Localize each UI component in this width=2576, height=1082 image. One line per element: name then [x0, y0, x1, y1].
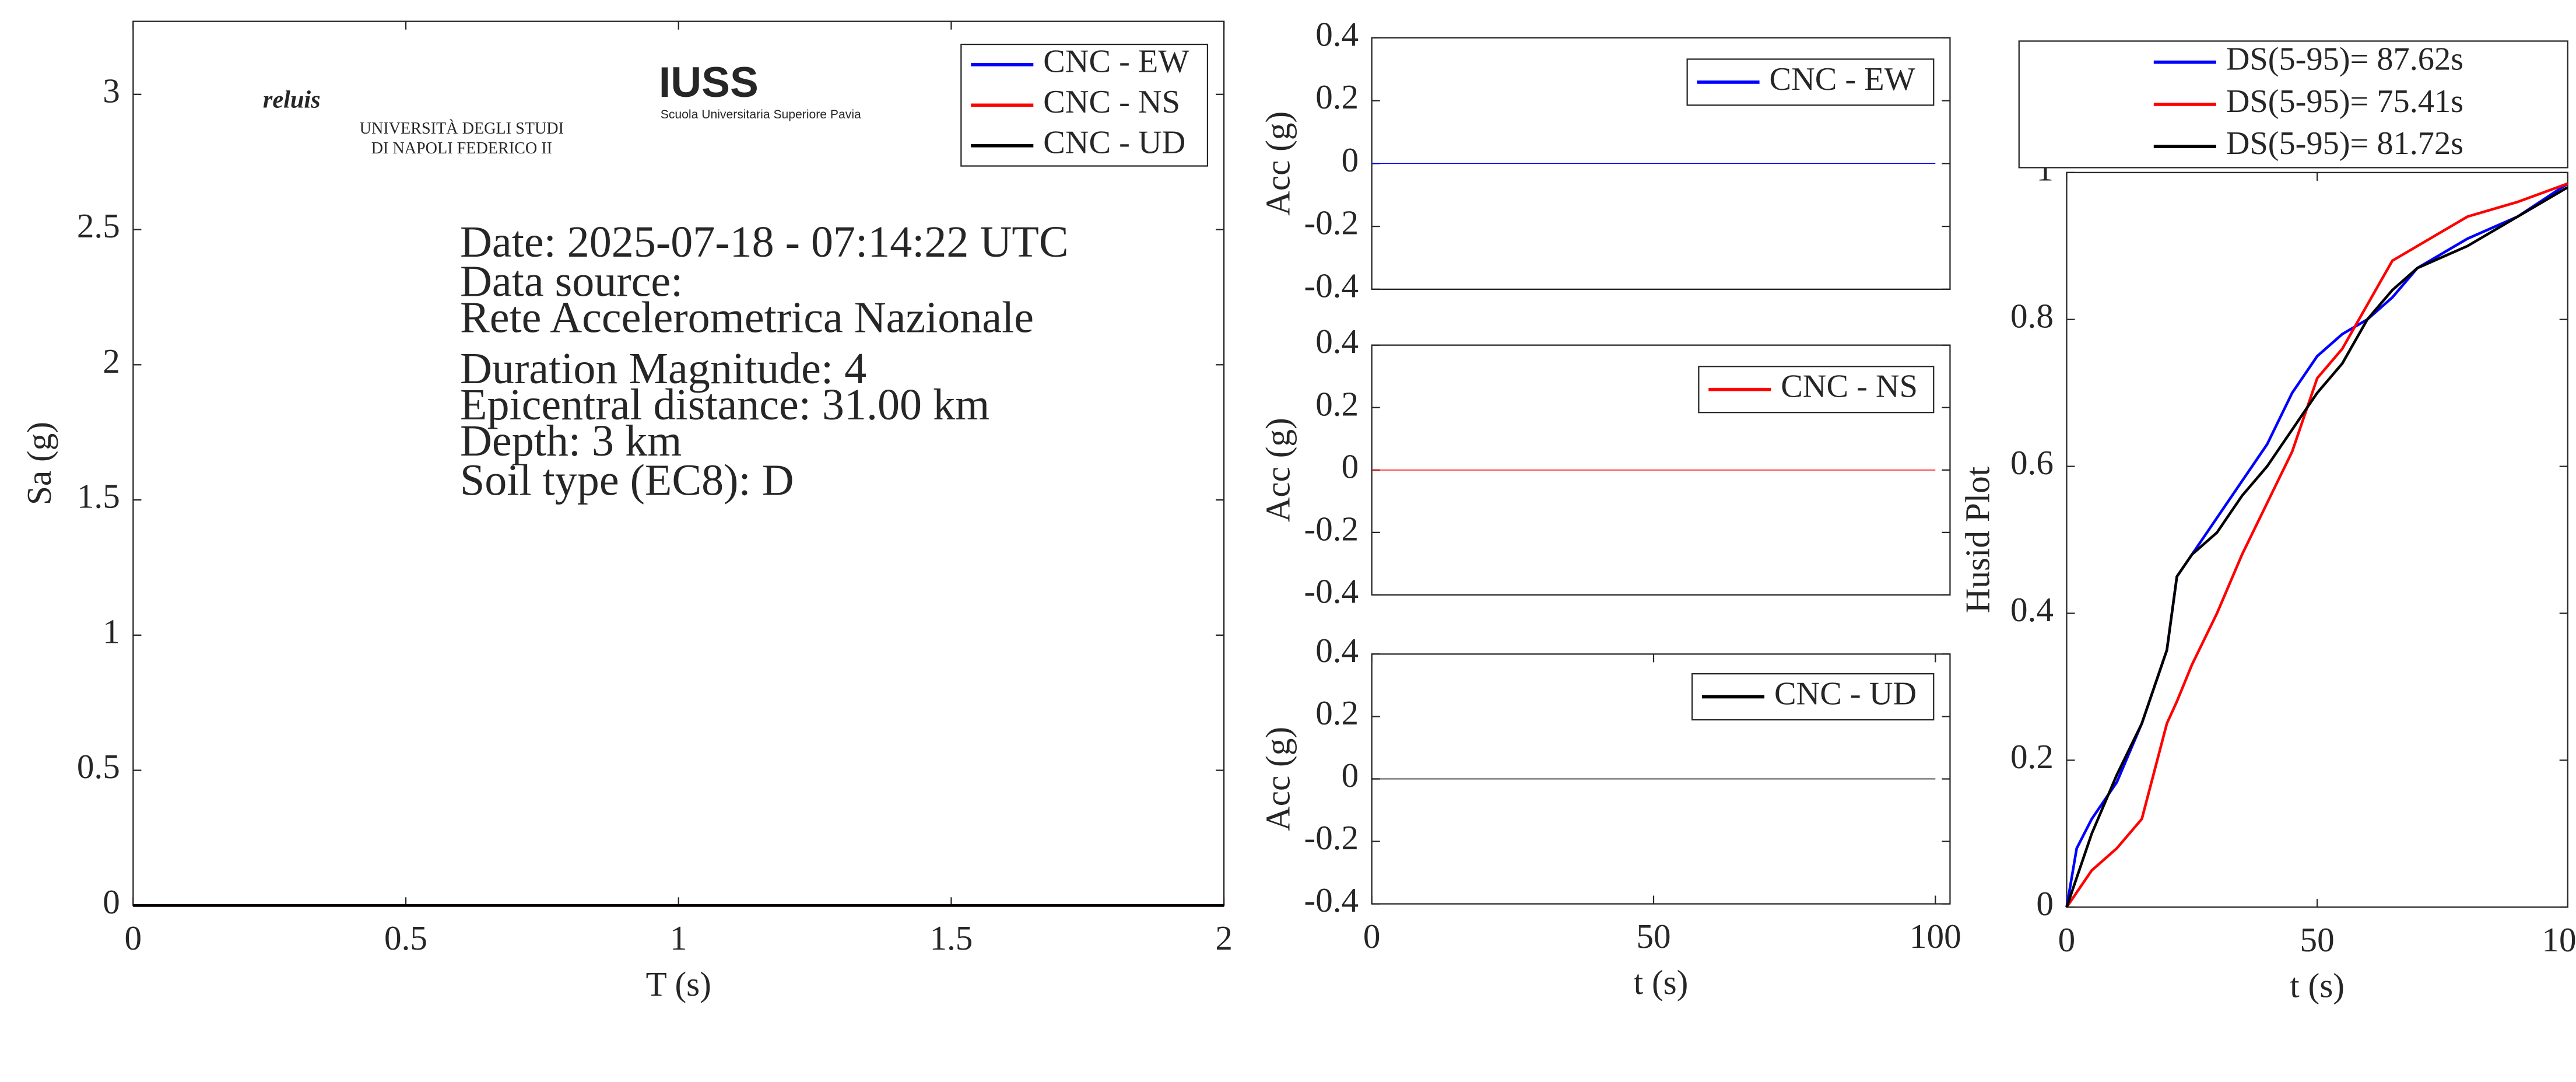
- y-tick-label: 0.4: [1315, 15, 1359, 53]
- y-tick-label: 0: [2036, 884, 2054, 923]
- y-tick-label: 0: [103, 883, 120, 921]
- y-tick-label: 3: [103, 71, 120, 110]
- y-tick-label: -0.2: [1304, 818, 1359, 857]
- x-tick-label: 0.5: [384, 919, 427, 957]
- plot-area: [132, 20, 1225, 906]
- y-tick-label: 0.2: [1315, 384, 1359, 423]
- legend-box: [2018, 40, 2568, 169]
- y-axis-label: Acc (g): [1258, 418, 1297, 522]
- series-line: [2065, 186, 2568, 908]
- y-tick-label: 1.5: [77, 477, 120, 516]
- y-axis-label: Sa (g): [20, 422, 58, 505]
- legend-label: DS(5-95)= 75.41s: [2226, 83, 2463, 120]
- legend-label: CNC - NS: [1043, 84, 1180, 120]
- y-tick-label: 2: [103, 342, 120, 380]
- y-axis-label: Acc (g): [1258, 727, 1297, 831]
- x-axis-label: T (s): [646, 965, 711, 1003]
- x-tick-label: 0: [125, 919, 142, 957]
- legend-label: DS(5-95)= 81.72s: [2226, 125, 2463, 162]
- legend-label: CNC - EW: [1043, 44, 1189, 80]
- x-tick-label: 1: [670, 919, 687, 957]
- y-axis-label: Husid Plot: [1959, 466, 1997, 613]
- x-tick-label: 2: [1215, 919, 1233, 957]
- series-line: [2065, 182, 2568, 908]
- x-tick-label: 100: [2542, 920, 2576, 959]
- y-tick-label: -0.4: [1304, 266, 1359, 304]
- logo-text: IUSS: [659, 58, 759, 106]
- x-tick-label: 0: [2058, 920, 2076, 959]
- y-tick-label: 0.2: [1315, 694, 1359, 732]
- annotation: Depth: 3 km: [460, 416, 682, 465]
- annotation: Rete Accelerometrica Nazionale: [460, 293, 1034, 342]
- y-axis-label: Acc (g): [1258, 111, 1297, 216]
- annotation: Duration Magnitude: 4: [460, 344, 866, 393]
- y-tick-label: 0.4: [2010, 590, 2054, 629]
- annotation: Soil type (EC8): D: [460, 456, 794, 505]
- y-tick-label: 0.8: [2010, 296, 2054, 335]
- y-tick-label: 0.5: [77, 747, 120, 786]
- y-tick-label: -0.4: [1304, 881, 1359, 919]
- logo-text: DI NAPOLI FEDERICO II: [371, 139, 552, 157]
- legend-label: CNC - NS: [1781, 369, 1918, 405]
- plot-area: [2066, 171, 2568, 908]
- legend-label: CNC - EW: [1770, 61, 1916, 97]
- annotation: Data source:: [460, 257, 683, 306]
- annotation: Epicentral distance: 31.00 km: [460, 380, 989, 429]
- x-axis-label: t (s): [1634, 963, 1689, 1002]
- y-tick-label: 2.5: [77, 206, 120, 245]
- logo-text: UNIVERSITÀ DEGLI STUDI: [360, 120, 564, 138]
- y-tick-label: 0: [1342, 756, 1359, 794]
- y-tick-label: -0.2: [1304, 204, 1359, 242]
- logo-text: reluis: [263, 86, 321, 113]
- y-tick-label: 0.4: [1315, 322, 1359, 360]
- y-tick-label: 0.2: [2010, 737, 2054, 776]
- x-tick-label: 50: [2300, 920, 2335, 959]
- x-tick-label: 50: [1636, 917, 1670, 955]
- legend-label: CNC - UD: [1043, 125, 1185, 161]
- legend-label: DS(5-95)= 87.62s: [2226, 41, 2463, 78]
- y-tick-label: 0: [1342, 141, 1359, 179]
- y-tick-label: 0.2: [1315, 78, 1359, 116]
- y-tick-label: -0.2: [1304, 509, 1359, 548]
- annotation: Date: 2025-07-18 - 07:14:22 UTC: [460, 218, 1069, 267]
- y-tick-label: 0.6: [2010, 443, 2054, 482]
- legend-label: CNC - UD: [1774, 676, 1917, 712]
- x-tick-label: 1.5: [929, 919, 973, 957]
- y-tick-label: 0.4: [1315, 631, 1359, 670]
- y-tick-label: -0.4: [1304, 572, 1359, 610]
- x-axis-label: t (s): [2290, 967, 2345, 1005]
- y-tick-label: 0: [1342, 447, 1359, 485]
- x-tick-label: 0: [1363, 917, 1381, 955]
- logo-text: Scuola Universitaria Superiore Pavia: [661, 108, 861, 121]
- x-tick-label: 100: [1910, 917, 1961, 955]
- y-tick-label: 1: [103, 612, 120, 650]
